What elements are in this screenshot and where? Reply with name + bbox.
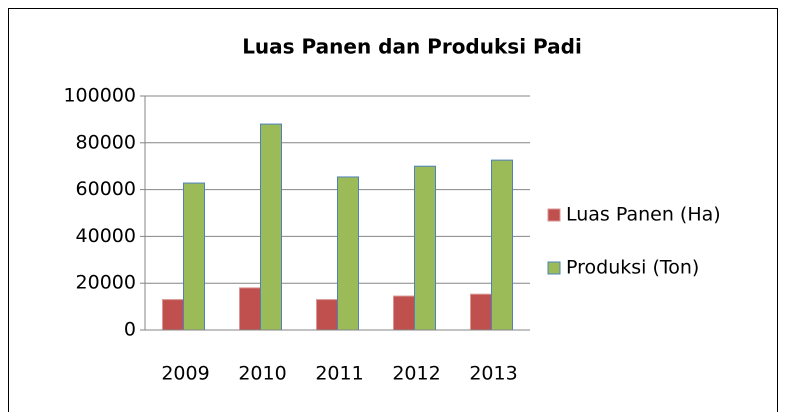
y-tick-label: 40000 xyxy=(76,225,136,247)
chart-border xyxy=(8,8,778,416)
y-tick-label: 100000 xyxy=(63,85,136,107)
legend-swatch xyxy=(547,208,561,222)
bar xyxy=(260,123,282,331)
bar xyxy=(393,295,415,331)
y-tick-label: 60000 xyxy=(76,178,136,200)
x-tick-label: 2012 xyxy=(392,363,440,385)
chart-title: Luas Panen dan Produksi Padi xyxy=(242,35,582,59)
bar xyxy=(414,165,436,331)
y-tick-label: 80000 xyxy=(76,131,136,153)
legend-swatch xyxy=(547,261,561,275)
bar xyxy=(491,159,513,331)
bar xyxy=(470,293,492,331)
legend-label: Luas Panen (Ha) xyxy=(566,204,721,226)
bar xyxy=(316,299,338,331)
x-tick-label: 2010 xyxy=(238,363,286,385)
bar xyxy=(337,176,359,331)
y-tick-label: 0 xyxy=(124,319,136,341)
y-tick-label: 20000 xyxy=(76,272,136,294)
bar xyxy=(162,299,184,331)
bar xyxy=(239,287,261,331)
x-tick-label: 2011 xyxy=(315,363,363,385)
legend-label: Produksi (Ton) xyxy=(566,257,699,279)
x-tick-label: 2009 xyxy=(161,363,209,385)
bar xyxy=(183,182,205,331)
x-tick-label: 2013 xyxy=(469,363,517,385)
